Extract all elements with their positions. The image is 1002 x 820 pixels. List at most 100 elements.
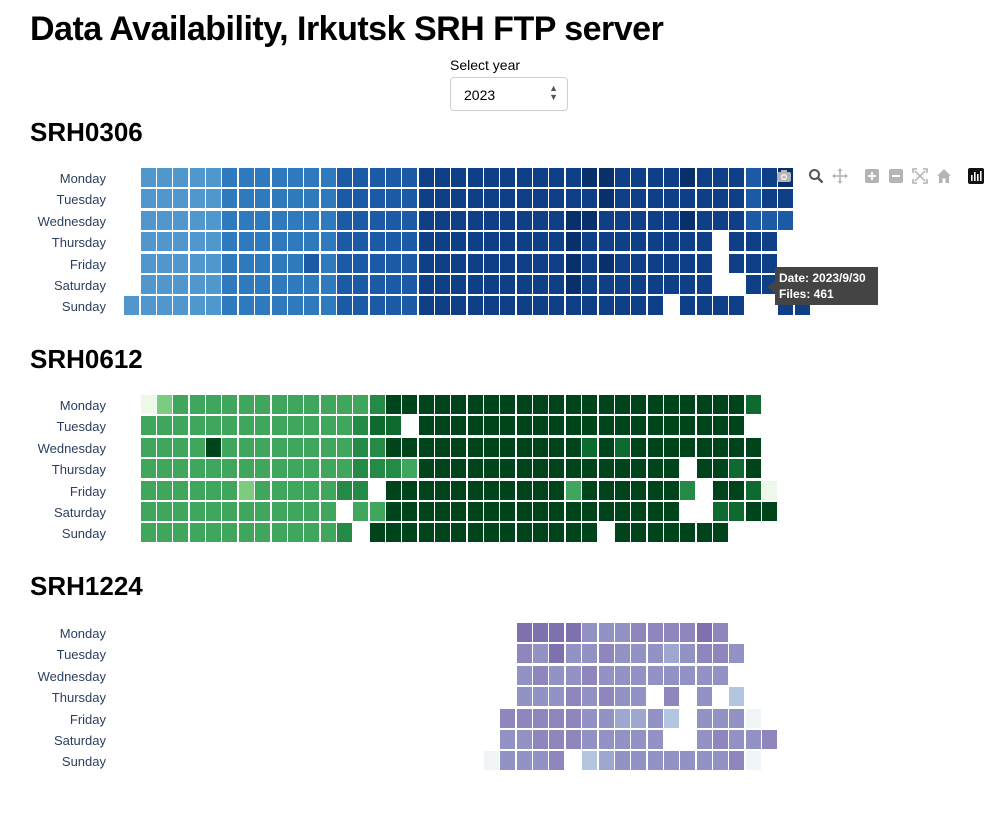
heatmap-cell[interactable] xyxy=(467,210,483,230)
heatmap-cell[interactable] xyxy=(206,459,222,479)
heatmap-cell[interactable] xyxy=(696,416,712,436)
heatmap-cell[interactable] xyxy=(369,502,385,521)
heatmap-cell[interactable] xyxy=(696,644,712,664)
heatmap-cell[interactable] xyxy=(418,210,434,230)
heatmap-cell[interactable] xyxy=(762,480,777,500)
heatmap-cell[interactable] xyxy=(287,168,303,187)
heatmap-cell[interactable] xyxy=(614,275,630,294)
heatmap-cell[interactable] xyxy=(745,395,761,414)
heatmap-cell[interactable] xyxy=(255,275,271,294)
heatmap-cell[interactable] xyxy=(614,210,630,230)
heatmap-cell[interactable] xyxy=(745,168,761,187)
heatmap-cell[interactable] xyxy=(418,168,434,187)
heatmap-cell[interactable] xyxy=(451,210,467,230)
heatmap-cell[interactable] xyxy=(565,189,581,209)
heatmap-cell[interactable] xyxy=(418,395,434,414)
heatmap-cell[interactable] xyxy=(140,459,156,479)
heatmap-cell[interactable] xyxy=(549,253,565,273)
heatmap-cell[interactable] xyxy=(385,232,401,252)
heatmap-cell[interactable] xyxy=(598,296,614,316)
heatmap-cell[interactable] xyxy=(222,395,238,414)
heatmap-cell[interactable] xyxy=(582,459,598,479)
heatmap-cell[interactable] xyxy=(663,232,679,252)
heatmap-cell[interactable] xyxy=(435,459,450,479)
heatmap-cell[interactable] xyxy=(467,296,483,316)
heatmap-cell[interactable] xyxy=(304,275,320,294)
heatmap-cell[interactable] xyxy=(745,459,761,479)
heatmap-cell[interactable] xyxy=(565,687,581,707)
heatmap-cell[interactable] xyxy=(140,168,156,187)
heatmap-cell[interactable] xyxy=(140,232,156,252)
heatmap-cell[interactable] xyxy=(549,168,565,187)
heatmap-cell[interactable] xyxy=(516,708,532,728)
heatmap-cell[interactable] xyxy=(467,168,483,187)
heatmap-cell[interactable] xyxy=(680,189,696,209)
heatmap-cell[interactable] xyxy=(173,437,189,457)
heatmap-cell[interactable] xyxy=(467,395,483,414)
heatmap-cell[interactable] xyxy=(582,210,598,230)
heatmap-cell[interactable] xyxy=(255,523,271,543)
heatmap-cell[interactable] xyxy=(255,210,271,230)
heatmap-cell[interactable] xyxy=(712,665,728,685)
heatmap-cell[interactable] xyxy=(663,502,679,521)
heatmap-cell[interactable] xyxy=(696,708,712,728)
heatmap-cell[interactable] xyxy=(255,416,271,436)
heatmap-cell[interactable] xyxy=(435,168,450,187)
heatmap-cell[interactable] xyxy=(516,665,532,685)
heatmap-cell[interactable] xyxy=(271,275,287,294)
heatmap-cell[interactable] xyxy=(745,751,761,771)
heatmap-cell[interactable] xyxy=(565,296,581,316)
heatmap-cell[interactable] xyxy=(663,623,679,642)
heatmap-cell[interactable] xyxy=(680,623,696,642)
heatmap-cell[interactable] xyxy=(516,623,532,642)
heatmap-cell[interactable] xyxy=(418,523,434,543)
heatmap-cell[interactable] xyxy=(680,416,696,436)
heatmap-cell[interactable] xyxy=(729,502,745,521)
heatmap-cell[interactable] xyxy=(206,275,222,294)
heatmap-cell[interactable] xyxy=(189,189,205,209)
heatmap-cell[interactable] xyxy=(516,253,532,273)
heatmap-cell[interactable] xyxy=(549,502,565,521)
heatmap-cell[interactable] xyxy=(631,687,647,707)
heatmap-cell[interactable] xyxy=(336,210,352,230)
heatmap-cell[interactable] xyxy=(631,730,647,749)
heatmap-cell[interactable] xyxy=(729,296,745,316)
heatmap-cell[interactable] xyxy=(320,275,336,294)
heatmap-cell[interactable] xyxy=(418,459,434,479)
heatmap-cell[interactable] xyxy=(336,168,352,187)
heatmap-cell[interactable] xyxy=(614,708,630,728)
heatmap-cell[interactable] xyxy=(385,189,401,209)
heatmap-cell[interactable] xyxy=(614,687,630,707)
heatmap-cell[interactable] xyxy=(533,395,549,414)
heatmap-cell[interactable] xyxy=(582,623,598,642)
heatmap-cell[interactable] xyxy=(271,416,287,436)
heatmap-cell[interactable] xyxy=(189,395,205,414)
heatmap-cell[interactable] xyxy=(729,751,745,771)
heatmap-cell[interactable] xyxy=(467,480,483,500)
heatmap-cell[interactable] xyxy=(206,168,222,187)
heatmap-cell[interactable] xyxy=(729,395,745,414)
heatmap-cell[interactable] xyxy=(712,437,728,457)
heatmap-cell[interactable] xyxy=(614,253,630,273)
heatmap-cell[interactable] xyxy=(320,437,336,457)
heatmap-cell[interactable] xyxy=(124,296,140,316)
heatmap-cell[interactable] xyxy=(173,459,189,479)
heatmap-cell[interactable] xyxy=(631,751,647,771)
heatmap-cell[interactable] xyxy=(582,253,598,273)
camera-icon[interactable] xyxy=(774,166,794,186)
heatmap-cell[interactable] xyxy=(189,523,205,543)
heatmap-cell[interactable] xyxy=(712,416,728,436)
heatmap-cell[interactable] xyxy=(533,502,549,521)
heatmap-cell[interactable] xyxy=(157,210,173,230)
heatmap-cell[interactable] xyxy=(631,253,647,273)
heatmap-cell[interactable] xyxy=(353,502,369,521)
heatmap-cell[interactable] xyxy=(533,665,549,685)
heatmap-cell[interactable] xyxy=(680,523,696,543)
heatmap-cell[interactable] xyxy=(173,523,189,543)
heatmap-cell[interactable] xyxy=(663,253,679,273)
heatmap-cell[interactable] xyxy=(255,480,271,500)
heatmap-cell[interactable] xyxy=(582,730,598,749)
heatmap-cell[interactable] xyxy=(663,168,679,187)
heatmap-cell[interactable] xyxy=(353,437,369,457)
heatmap-cell[interactable] xyxy=(484,459,500,479)
